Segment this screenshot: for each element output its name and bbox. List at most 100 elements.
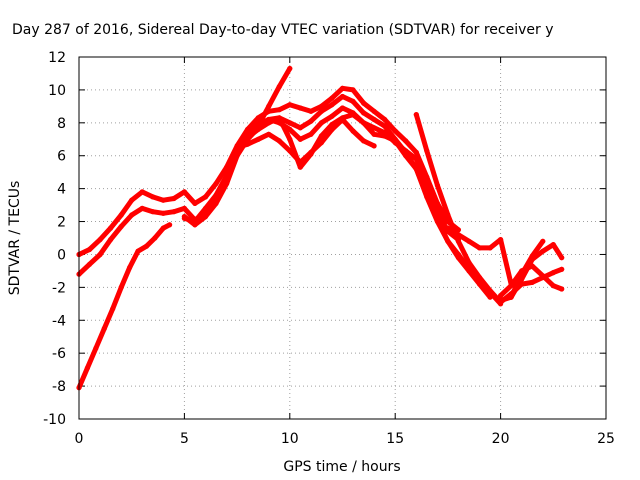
data-point: [540, 238, 546, 244]
data-point: [498, 237, 504, 243]
data-point: [202, 194, 209, 200]
data-point: [508, 294, 514, 300]
data-point: [276, 84, 282, 90]
data-point: [371, 131, 377, 137]
data-point: [181, 189, 187, 195]
y-tick-label: 4: [57, 182, 66, 198]
data-point: [181, 215, 187, 221]
data-point: [434, 209, 440, 215]
data-point: [129, 197, 135, 203]
data-point: [97, 251, 103, 258]
y-tick-label: 10: [48, 83, 66, 99]
data-point: [519, 271, 525, 277]
data-point: [424, 194, 430, 200]
data-point: [129, 212, 135, 218]
data-point: [476, 274, 483, 281]
data-point: [308, 131, 314, 137]
y-tick-label: 6: [57, 149, 66, 165]
data-point: [455, 232, 461, 238]
data-point: [392, 140, 398, 146]
data-point: [361, 138, 367, 144]
data-point: [108, 225, 114, 231]
data-point: [287, 136, 293, 142]
data-point: [540, 273, 546, 279]
data-point: [152, 235, 158, 241]
data-point: [255, 123, 261, 129]
data-point: [361, 100, 367, 106]
data-point: [339, 105, 346, 111]
data-point: [361, 110, 367, 116]
data-point: [487, 245, 493, 251]
data-point: [329, 102, 335, 108]
data-point: [108, 237, 114, 243]
data-point: [318, 120, 324, 126]
data-point: [276, 115, 282, 121]
data-point: [445, 225, 451, 231]
data-point: [266, 116, 272, 123]
data-point: [466, 260, 472, 266]
y-tick-label: 0: [57, 247, 66, 263]
data-point: [287, 126, 293, 132]
y-tick-label: -4: [52, 313, 66, 329]
data-point: [445, 212, 451, 218]
data-point: [318, 140, 324, 146]
data-point: [434, 218, 440, 225]
data-point: [150, 209, 156, 215]
data-point: [266, 131, 272, 137]
chart-title: Day 287 of 2016, Sidereal Day-to-day VTE…: [12, 22, 554, 38]
y-tick-label: -6: [52, 346, 66, 362]
data-point: [276, 107, 282, 113]
data-point: [86, 246, 93, 253]
data-point: [160, 225, 166, 231]
data-point: [192, 200, 198, 206]
data-point: [287, 65, 293, 72]
data-point: [297, 105, 303, 111]
y-axis-label: SDTVAR / TECUs: [7, 181, 23, 296]
data-point: [245, 136, 251, 142]
x-tick-label: 20: [492, 431, 510, 447]
series-line-sat-d: [181, 112, 504, 307]
data-point: [297, 136, 303, 142]
y-tick-label: -10: [43, 412, 66, 428]
data-point: [392, 128, 398, 134]
data-point: [171, 195, 177, 202]
data-point: [308, 108, 314, 114]
data-point: [160, 210, 166, 216]
data-point: [329, 113, 335, 119]
data-point: [339, 85, 346, 91]
data-point: [192, 218, 198, 225]
data-point: [559, 266, 565, 272]
data-point: [213, 200, 219, 206]
data-point: [403, 148, 409, 154]
data-point: [550, 270, 556, 276]
data-point: [329, 95, 335, 101]
data-point: [466, 238, 472, 244]
tick-labels: 0 5 10 15 20 25 -10 -8 -6 -4 -2 0 2 4 6 8 10 12: [43, 50, 615, 447]
data-point: [255, 136, 261, 142]
data-point: [297, 164, 303, 170]
data-point: [308, 149, 314, 155]
data-point: [213, 192, 219, 198]
data-point: [498, 297, 504, 304]
data-point: [350, 128, 356, 134]
data-point: [529, 253, 535, 259]
data-point: [382, 130, 388, 136]
x-axis-label: GPS time / hours: [283, 459, 400, 475]
data-point: [167, 222, 173, 228]
data-point: [135, 248, 141, 254]
data-point: [287, 120, 293, 126]
data-point: [350, 87, 356, 93]
data-point: [434, 182, 440, 188]
data-point: [445, 238, 451, 244]
data-point: [540, 248, 546, 254]
x-tick-label: 15: [386, 431, 404, 447]
data-point: [508, 281, 514, 287]
data-point: [361, 120, 367, 126]
data-point: [84, 365, 90, 371]
y-tick-label: -8: [52, 379, 66, 395]
data-point: [150, 194, 156, 200]
data-point: [101, 325, 107, 332]
data-point: [318, 108, 324, 114]
data-point: [413, 149, 419, 155]
